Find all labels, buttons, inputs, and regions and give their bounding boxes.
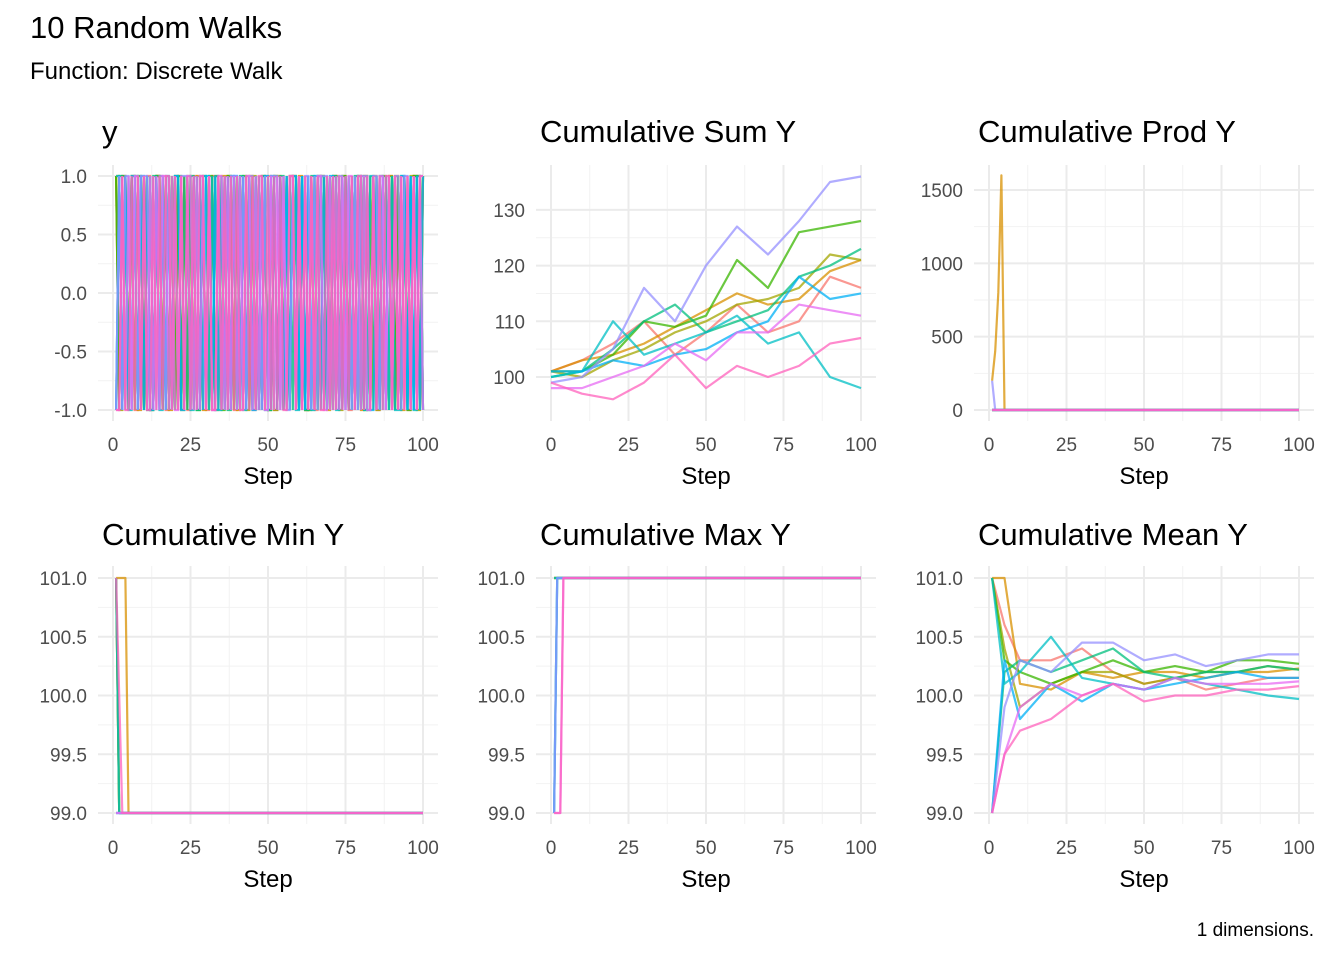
panel-6: 101.0 100.5 100.0 99.5 99.0 0 25 50 75 100 Cumulat… [915,517,1314,893]
x-tick-label: 75 [1211,838,1232,859]
x-tick-label: 100 [1283,435,1315,456]
series-line-2 [991,174,1299,412]
x-tick-label: 25 [618,435,639,456]
series-line-9 [991,676,1300,814]
y-tick-label: 99.0 [926,804,963,825]
y-tick-label: 100.0 [39,687,87,708]
x-tick-label: 25 [180,435,201,456]
y-tick-label: 100.5 [477,628,525,649]
series-line-8 [991,380,1299,412]
y-tick-label: 0.5 [61,226,87,247]
chart-subtitle: Function: Discrete Walk [30,58,283,85]
series-line-10 [550,336,862,401]
x-tick-label: 75 [335,435,356,456]
x-axis-title: Step [681,866,730,893]
y-tick-label: 130 [493,201,525,222]
y-tick-label: 100 [493,368,525,389]
panel-3: 0 500 1000 1500 0 25 50 75 100 Cumulative Prod Y S… [921,114,1315,490]
x-tick-label: 50 [695,435,716,456]
y-tick-label: 100.0 [915,687,963,708]
panel-title: Cumulative Max Y [540,517,791,552]
y-tick-label: 1000 [921,254,963,275]
x-tick-label: 0 [546,435,557,456]
series-line-9 [551,303,862,390]
x-tick-label: 75 [773,435,794,456]
x-tick-label: 0 [984,435,995,456]
series-line-8 [991,641,1299,814]
caption: 1 dimensions. [1196,920,1314,941]
x-tick-label: 100 [845,435,877,456]
x-axis-title: Step [1119,463,1168,490]
panel-title: Cumulative Sum Y [540,114,796,149]
series-line-10 [115,577,423,815]
chart-title: 10 Random Walks [30,10,283,45]
x-tick-label: 75 [335,838,356,859]
y-tick-label: 99.0 [488,804,525,825]
x-axis-title: Step [243,866,292,893]
y-tick-label: 1500 [921,181,963,202]
series-line-5 [991,647,1300,814]
panel-title: Cumulative Min Y [102,517,344,552]
y-tick-label: 0 [952,401,963,422]
x-tick-label: 50 [1133,838,1154,859]
panel-1: 1.0 0.5 0.0 -0.5 -1.0 0 25 50 75 100 y Step [54,114,439,490]
panel-5: 101.0 100.5 100.0 99.5 99.0 0 25 50 75 100 Cumulat… [477,517,876,893]
x-tick-label: 25 [1056,838,1077,859]
series-line-6 [550,314,862,390]
x-tick-label: 75 [773,838,794,859]
x-tick-label: 100 [1283,838,1315,859]
x-tick-label: 50 [257,435,278,456]
panel-2: 100 110 120 130 0 25 50 75 100 Cumulative Sum Y St… [493,114,877,490]
x-tick-label: 50 [695,838,716,859]
x-tick-label: 100 [845,838,877,859]
x-tick-label: 25 [1056,435,1077,456]
x-axis-title: Step [1119,866,1168,893]
y-tick-label: 99.5 [488,745,525,766]
x-tick-label: 25 [180,838,201,859]
y-tick-label: 110 [495,312,525,333]
x-tick-label: 0 [546,838,557,859]
series-line-4 [551,219,862,373]
series-line-7 [551,275,862,373]
panel-4: 101.0 100.5 100.0 99.5 99.0 0 25 50 75 100 Cumulat… [39,517,438,893]
y-tick-label: -0.5 [54,343,87,364]
y-tick-label: 99.0 [50,804,87,825]
y-tick-label: 0.0 [61,284,87,305]
y-tick-label: -1.0 [54,401,87,422]
x-tick-label: 25 [618,838,639,859]
x-tick-label: 0 [984,838,995,859]
x-tick-label: 50 [257,838,278,859]
x-axis-title: Step [243,463,292,490]
panel-title: y [102,114,118,149]
series-line-10 [991,682,1300,814]
x-tick-label: 100 [407,435,439,456]
y-tick-label: 101.0 [39,569,87,590]
series-line-8 [550,175,862,384]
y-tick-label: 120 [493,257,525,278]
y-tick-label: 1.0 [61,167,87,188]
x-tick-label: 100 [407,838,439,859]
series-line-10 [554,576,861,815]
x-tick-label: 75 [1211,435,1232,456]
y-tick-label: 101.0 [477,569,525,590]
x-tick-label: 0 [108,838,119,859]
y-tick-label: 100.5 [915,628,963,649]
panel-title: Cumulative Prod Y [978,114,1236,149]
y-tick-label: 99.5 [50,745,87,766]
x-tick-label: 50 [1133,435,1154,456]
y-tick-label: 500 [931,328,963,349]
y-tick-label: 99.5 [926,745,963,766]
y-tick-label: 101.0 [915,569,963,590]
x-axis-title: Step [681,463,730,490]
x-tick-label: 0 [108,435,119,456]
panel-title: Cumulative Mean Y [978,517,1248,552]
y-tick-label: 100.0 [477,687,525,708]
series-line-3 [550,253,862,379]
y-tick-label: 100.5 [39,628,87,649]
series-line-10 [116,174,423,412]
